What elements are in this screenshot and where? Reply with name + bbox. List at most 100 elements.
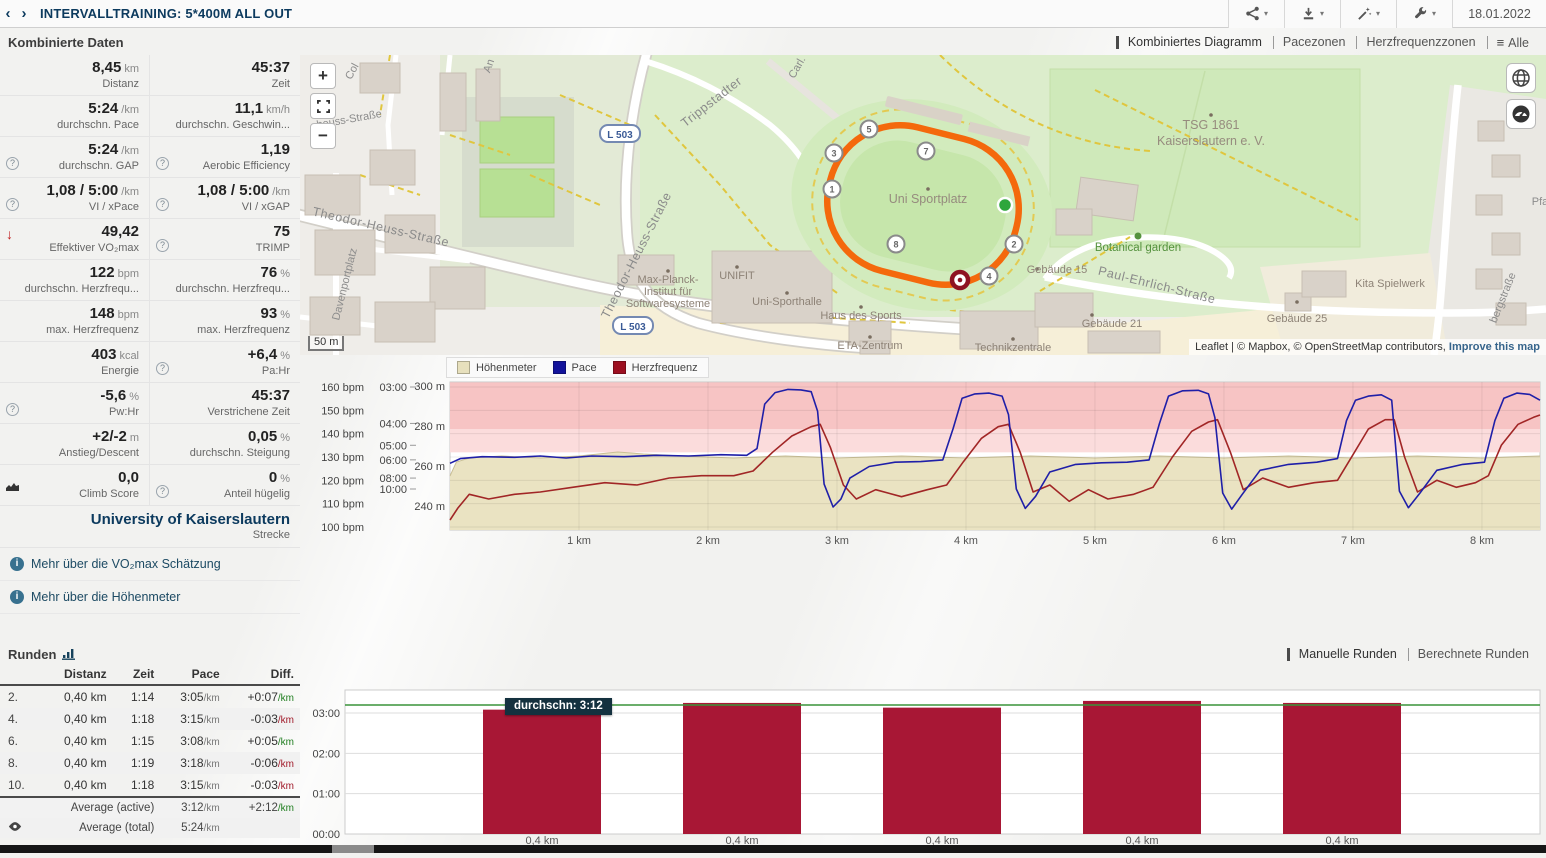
x-axis-tick: 1 km [567,535,591,547]
fullscreen-icon [316,99,330,113]
help-icon[interactable]: ? [6,157,19,170]
help-icon[interactable]: ? [156,485,169,498]
stat-value-line: 148 bpm [22,305,139,323]
stat-value-line: 11,1 km/h [172,100,290,118]
stat-value-line: 45:37 [172,59,290,77]
stat-label: durchschn. Herzfrequ... [175,283,290,295]
activity-date: 18.01.2022 [1452,0,1546,28]
lap-pace: 3:05/km [180,690,220,704]
combined-data-panel: 8,45 km Distanz 45:37 Zeit 5:24/km durchschn. … [0,55,300,614]
x-axis-tick: 2 km [696,535,720,547]
tab-berechnete-runden[interactable]: Berechnete Runden [1417,647,1529,661]
average-pace: 3:12/km [160,796,226,818]
tab-manuelle-runden[interactable]: Manuelle Runden [1298,647,1397,661]
next-activity-button[interactable]: › [21,5,27,22]
stat-value: 5:24 [88,100,119,117]
tab-separator [1272,35,1274,49]
svg-text:L 503: L 503 [607,130,633,141]
pace-unit: /km [203,737,220,748]
globe-icon [1512,69,1530,87]
road-ref-badge: L 503 [612,316,654,335]
stat-cell: ? 75 TRIMP [150,219,300,259]
stat-row: ↓ 49,42 Effektiver VO₂max? 75 TRIMP [0,219,300,260]
stat-cell: 45:37 Zeit [150,55,300,95]
map-layer-globe-button[interactable] [1506,63,1536,93]
hr-axis-tick: 140 bpm [321,429,364,441]
eye-icon[interactable] [8,822,22,834]
average-icon-cell [0,818,39,838]
lap-bar [483,709,601,834]
stat-cell: +2/-2 m Anstieg/Descent [0,424,150,464]
tools-button[interactable]: ▾ [1340,0,1396,28]
help-icon[interactable]: ? [156,157,169,170]
vo2max-info-link[interactable]: i Mehr über die VO₂max Schätzung [0,548,300,581]
horizontal-scrollbar[interactable] [0,845,1546,853]
stat-cell: 93% max. Herzfrequenz [150,301,300,341]
stat-value: 49,42 [101,223,139,240]
laps-col-header: Diff. [225,664,300,686]
map-fullscreen-button[interactable] [310,93,336,119]
stat-cell: ? 1,08 / 5:00/km VI / xGAP [150,178,300,218]
stat-row: ? 5:24/km durchschn. GAP? 1,19 Aerobic Effic… [0,137,300,178]
scrollbar-thumb[interactable] [332,845,374,853]
stat-cell: ? 1,08 / 5:00/km VI / xPace [0,178,150,218]
hr-axis-tick: 160 bpm [321,382,364,394]
tab-alle[interactable]: ≡ Alle [1496,34,1529,50]
map-speed-overlay-button[interactable] [1506,99,1536,129]
help-icon[interactable]: ? [6,403,19,416]
improve-map-link[interactable]: Improve this map [1448,341,1540,353]
tab-pacezonen[interactable]: Pacezonen [1282,35,1346,49]
combined-diagram[interactable]: Höhenmeter Pace Herzfrequenz 160 bpm 150 bp… [300,356,1546,558]
stat-label: Aerobic Efficiency [202,160,290,172]
bar-category-label: 0,4 km [725,835,758,847]
help-icon[interactable]: ? [6,198,19,211]
hr-zone-band [450,429,1540,453]
y-axis-tick: 01:00 [312,789,340,801]
lap-distance: 0,40 km [63,778,107,792]
stat-row: 0,0 Climb Score? 0% Anteil hügelig [0,465,300,506]
settings-button[interactable]: ▾ [1396,0,1452,28]
help-icon[interactable]: ? [156,239,169,252]
laps-tabs: Manuelle Runden Berechnete Runden [1285,647,1538,661]
pace-line [449,388,1541,510]
lap-diff: -0:03/km [250,712,294,726]
map-zoom-out-button[interactable]: − [310,123,336,149]
map-label: Gebäude 15 [1027,264,1088,276]
legend-swatch [612,361,626,374]
y-axis-tick: 02:00 [312,748,340,760]
route-map[interactable]: L 503 L 503 Col An Carl. Trippstadter -heuss-… [300,55,1546,355]
stat-label: durchschn. Herzfrequ... [24,283,139,295]
laps-col-header: Zeit [112,664,161,686]
download-button[interactable]: ▾ [1284,0,1340,28]
svg-text:1: 1 [829,185,834,195]
elevation-info-link[interactable]: i Mehr über die Höhenmeter [0,581,300,614]
help-icon[interactable]: ? [156,198,169,211]
lap-diff: -0:03/km [250,778,294,792]
attribution-text: Leaflet | © Mapbox, © OpenStreetMap cont… [1195,341,1449,353]
legend-label: Pace [571,361,597,374]
laps-header-row: Distanz Zeit Pace Diff. [0,664,300,686]
route-link[interactable]: University of Kaiserslautern [90,511,290,528]
map-zoom-in-button[interactable]: + [310,63,336,89]
tab-kombiniertes-diagramm[interactable]: Kombiniertes Diagramm [1127,35,1262,49]
help-icon[interactable]: ? [156,362,169,375]
info-link-label: Mehr über die Höhenmeter [31,590,181,604]
lap-diff: +0:07/km [247,690,294,704]
stat-label: Distanz [102,78,139,90]
stat-cell: 45:37 Verstrichene Zeit [150,383,300,423]
share-button[interactable]: ▾ [1228,0,1284,28]
stat-cell: 0,0 Climb Score [0,465,150,505]
prev-activity-button[interactable]: ‹ [5,5,11,22]
x-axis-tick: 6 km [1212,535,1236,547]
map-buildings [304,62,1527,355]
stat-value-line: 122 bpm [22,264,139,282]
stat-value-line: 5:24/km [22,141,139,159]
route-start-marker [996,196,1014,214]
diff-unit: /km [277,715,294,726]
tab-herzfrequenzzonen[interactable]: Herzfrequenzzonen [1366,35,1476,49]
stat-row: ? 1,08 / 5:00/km VI / xPace? 1,08 / 5:00/km… [0,178,300,219]
chart-legend: Höhenmeter Pace Herzfrequenz [446,357,709,378]
x-axis-tick: 4 km [954,535,978,547]
lap-distance: 0,40 km [63,734,107,748]
laps-bar-chart[interactable]: 00:00 01:00 02:00 03:00 0,4 km 0,4 km 0,4 km 0,… [300,660,1546,853]
